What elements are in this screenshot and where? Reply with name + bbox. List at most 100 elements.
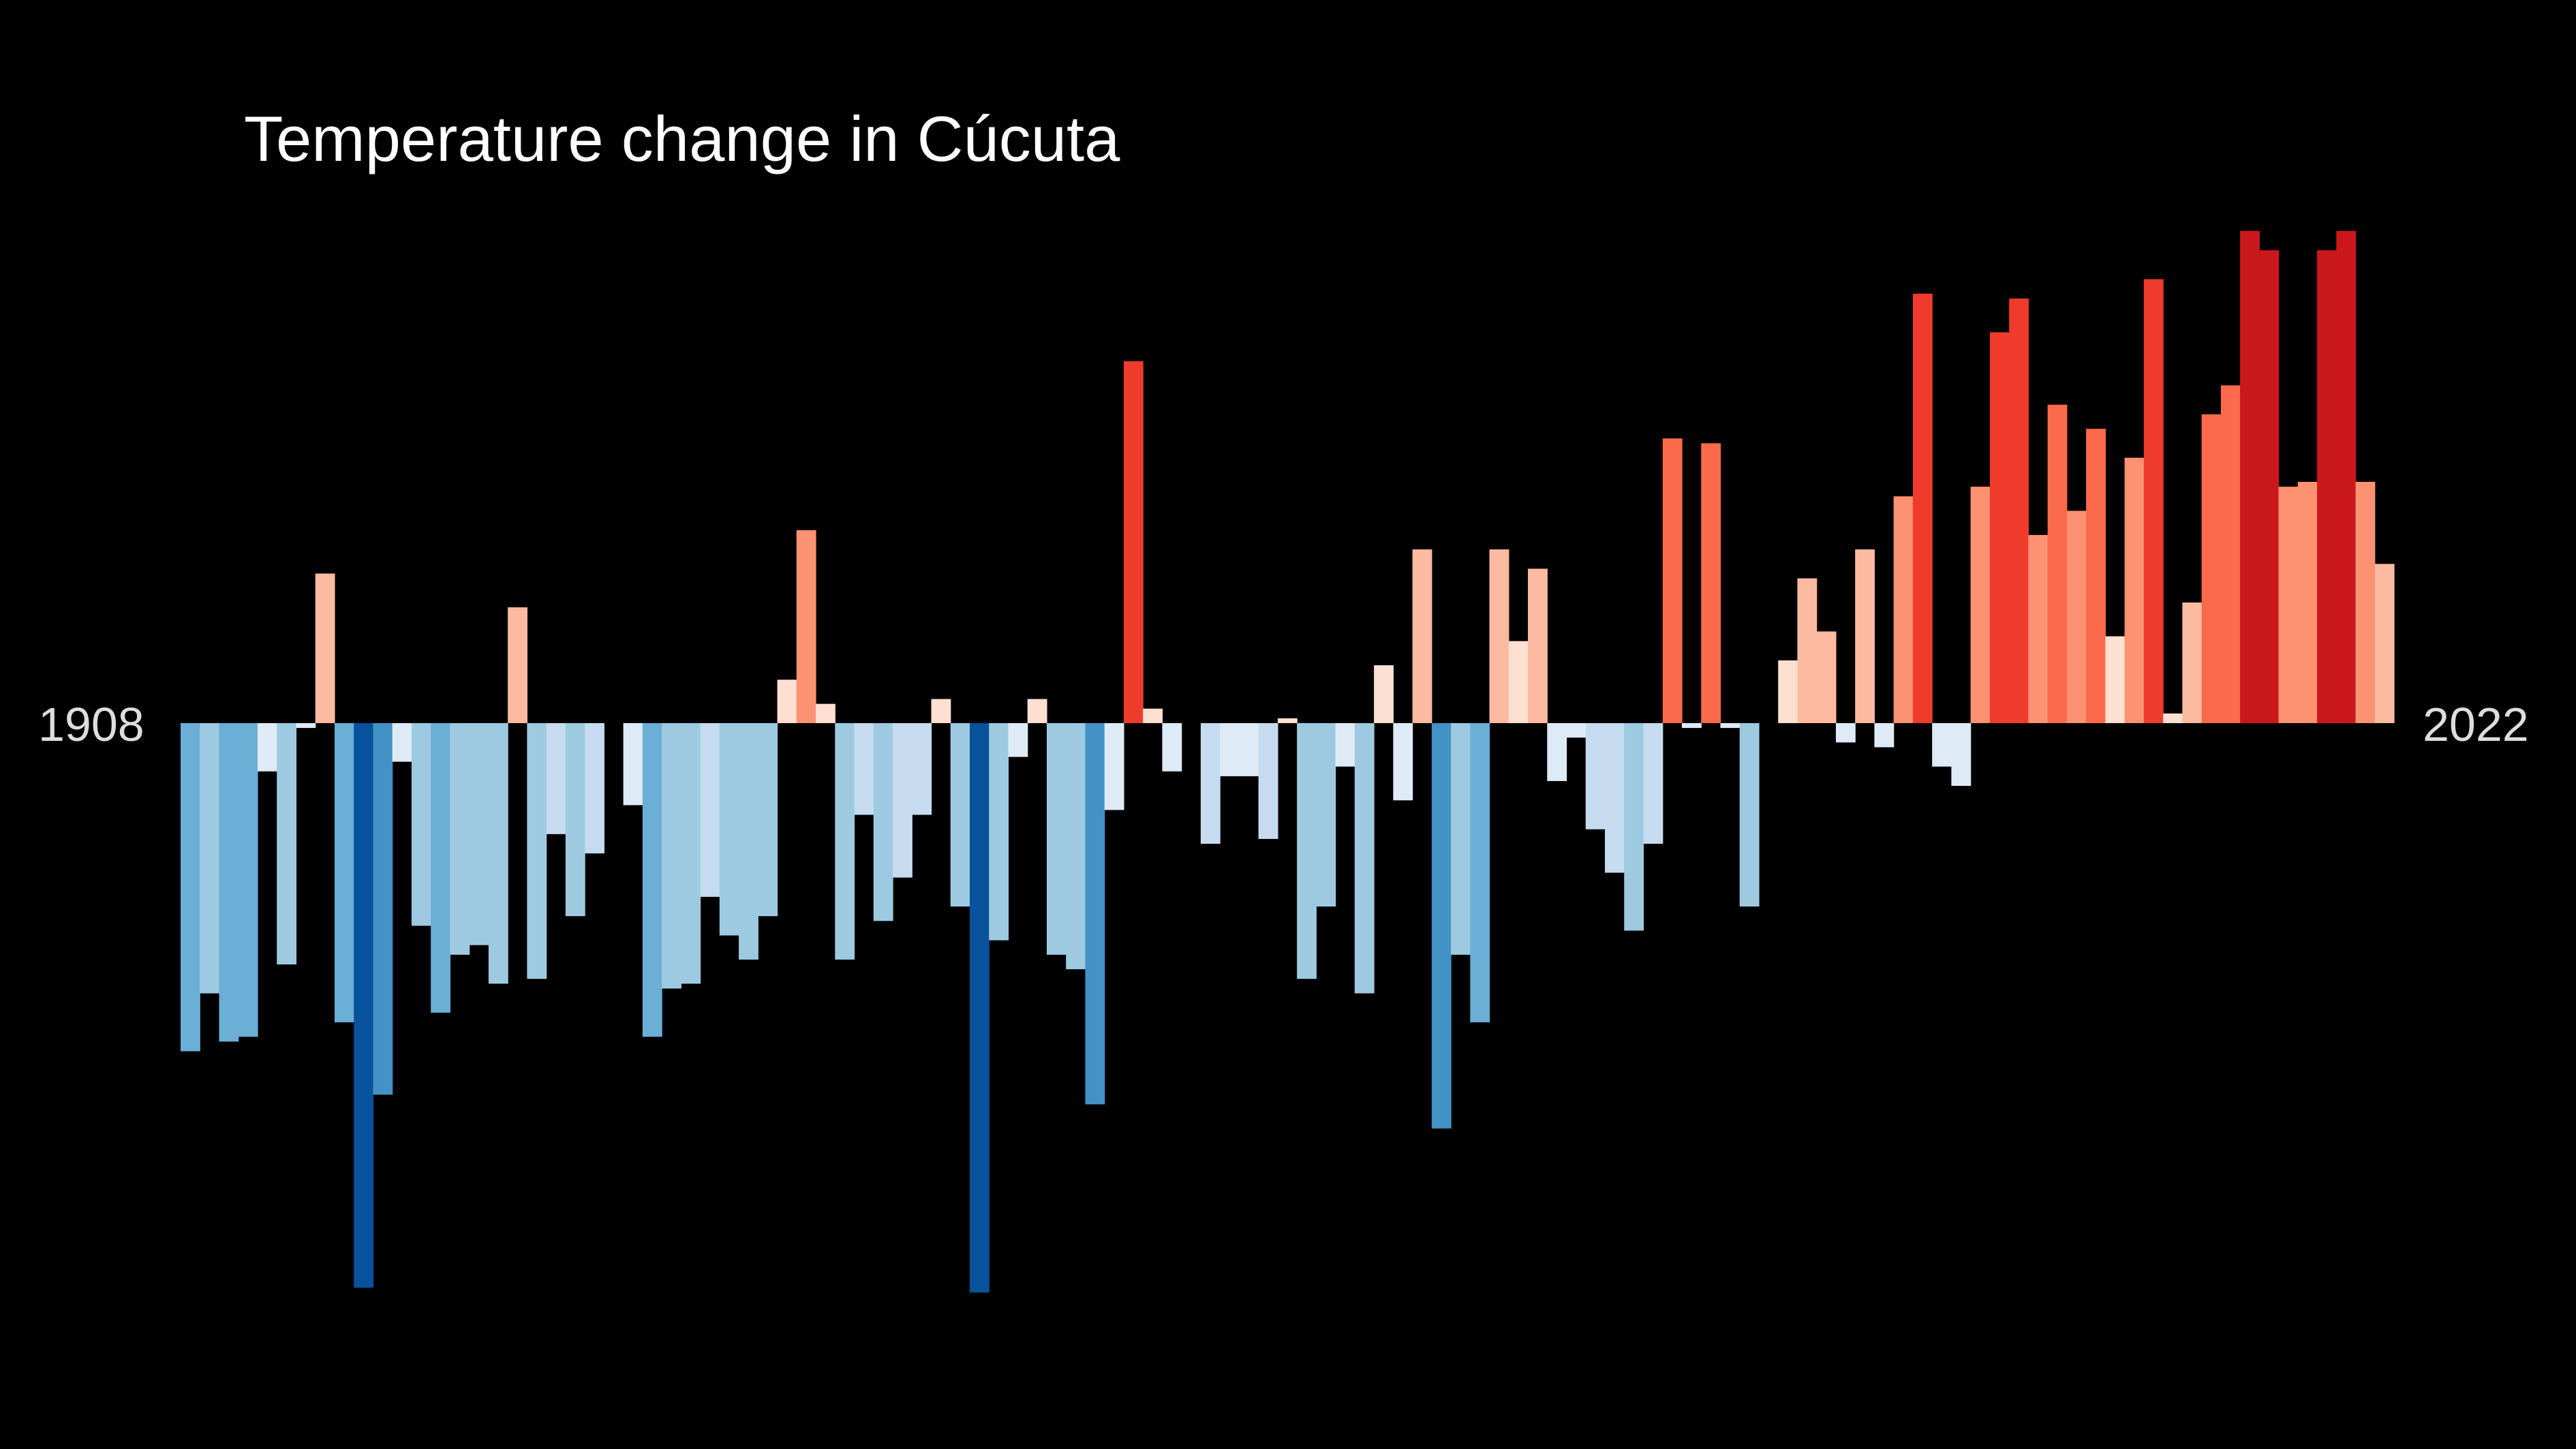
bar-1994 [1835,723,1856,743]
bar-1913 [277,723,297,964]
bar-2014 [2220,385,2241,723]
bar-1967 [1316,723,1336,907]
end-year-label: 2022 [2423,698,2529,751]
bar-1974 [1451,723,1471,955]
bar-1969 [1354,723,1375,994]
bar-1928 [565,723,585,917]
bar-1959 [1162,723,1182,772]
bar-1944 [873,723,893,921]
bar-1970 [1374,665,1394,723]
bar-2008 [2105,636,2126,723]
bar-1965 [1277,718,1298,723]
bar-1992 [1797,578,1818,723]
bar-1909 [200,723,220,994]
bar-1982 [1605,723,1625,873]
bar-1985 [1662,438,1683,723]
bar-1929 [585,723,604,854]
bar-2010 [2143,279,2164,723]
bar-1936 [719,723,739,936]
bar-1940 [796,530,816,723]
bar-1984 [1643,723,1663,844]
bar-2017 [2278,487,2299,723]
bar-1983 [1624,723,1644,931]
bar-1915 [315,573,335,723]
bar-2020 [2336,230,2357,724]
bar-2019 [2317,250,2337,723]
bar-2012 [2182,603,2203,723]
bar-2018 [2297,482,2318,723]
bar-1937 [739,723,758,960]
bar-2006 [2066,510,2087,723]
bar-1978 [1528,568,1548,723]
bar-1938 [758,723,778,917]
bar-1949 [969,723,990,1293]
bar-1932 [642,723,662,1037]
bar-2011 [2163,713,2183,723]
bar-1919 [392,723,412,762]
bar-1911 [238,723,258,1037]
bar-1924 [488,723,508,984]
bar-1947 [931,699,951,723]
bar-1976 [1489,549,1509,723]
bar-2009 [2124,457,2145,723]
bar-1954 [1066,723,1086,970]
bar-1955 [1085,723,1105,1105]
bar-1916 [334,723,354,1022]
bar-1973 [1431,723,1452,1129]
bar-1988 [1720,723,1741,729]
bar-1968 [1335,723,1355,767]
bar-1962 [1220,723,1240,776]
bar-2002 [1989,332,2010,723]
bar-1935 [700,723,720,897]
bar-1961 [1200,723,1221,844]
bar-1926 [527,723,547,979]
bar-1964 [1258,723,1278,839]
bar-1957 [1123,361,1144,723]
bar-1931 [623,723,643,806]
bar-1975 [1470,723,1490,1022]
bar-1920 [411,723,431,926]
bar-1939 [777,680,797,723]
bar-1958 [1143,708,1163,723]
bar-1912 [257,723,277,772]
bar-2015 [2240,230,2260,724]
bar-2016 [2259,250,2280,723]
bar-1956 [1104,723,1124,810]
bar-1966 [1297,723,1317,979]
bar-1996 [1874,723,1895,748]
bar-2005 [2047,404,2068,723]
bar-1981 [1585,723,1606,829]
bar-1943 [854,723,874,815]
bar-1923 [469,723,489,945]
bar-2000 [1951,723,1972,787]
bar-1963 [1239,723,1259,776]
bar-1997 [1893,496,1914,723]
bar-1995 [1855,549,1875,723]
bar-1951 [1008,723,1028,757]
bar-1908 [181,723,200,1052]
bar-1972 [1412,549,1432,723]
bar-1971 [1393,723,1413,801]
bar-1942 [835,723,855,960]
bar-1979 [1547,723,1567,781]
bar-1934 [681,723,701,984]
bar-1952 [1027,699,1047,723]
bar-1945 [893,723,913,878]
bar-2004 [2028,534,2049,723]
bar-2013 [2201,414,2222,723]
bar-1986 [1681,723,1702,729]
bar-2003 [2009,298,2029,724]
bar-1918 [373,723,393,1095]
bar-1914 [296,723,316,729]
bar-2007 [2086,429,2106,723]
bar-1910 [219,723,239,1042]
bar-1993 [1816,631,1837,723]
bar-1933 [662,723,681,989]
bar-1980 [1566,723,1586,738]
bar-1925 [508,607,527,723]
bar-1921 [431,723,451,1013]
start-year-label: 1908 [38,698,144,751]
bar-1998 [1912,293,1933,723]
bar-1927 [546,723,566,834]
